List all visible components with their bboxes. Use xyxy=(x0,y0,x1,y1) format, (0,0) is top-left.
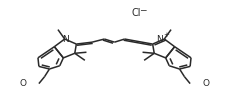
Text: Cl: Cl xyxy=(131,8,141,18)
Text: N: N xyxy=(62,35,68,44)
Text: +: + xyxy=(164,32,169,38)
Text: −: − xyxy=(139,5,147,14)
Text: N: N xyxy=(156,35,163,44)
Text: O: O xyxy=(20,79,27,88)
Text: O: O xyxy=(202,79,209,88)
